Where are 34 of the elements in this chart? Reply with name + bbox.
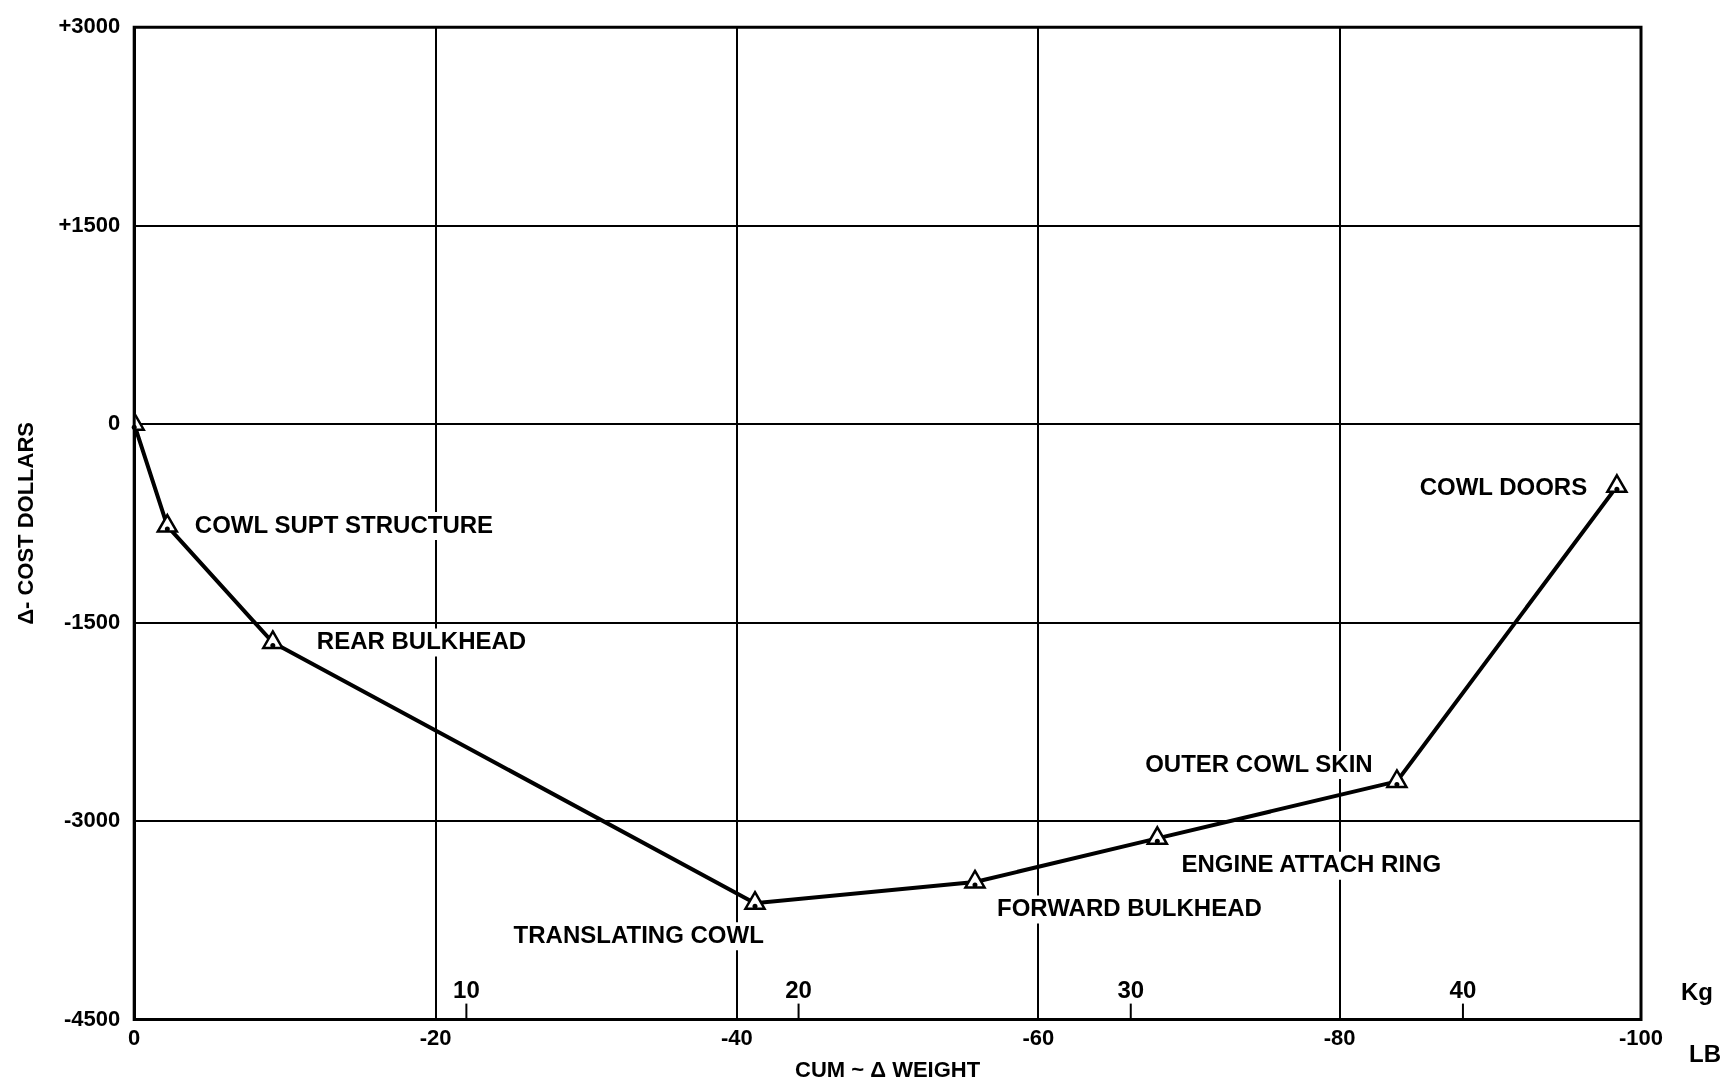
x2-axis-title: Kg <box>1681 978 1713 1006</box>
x-tick-label: -20 <box>419 1024 452 1050</box>
annotation: OUTER COWL SKIN <box>1145 749 1373 777</box>
point <box>1146 826 1169 846</box>
annotation: COWL SUPT STRUCTURE <box>194 510 494 538</box>
y-tick-label: -1500 <box>63 608 121 634</box>
text: LB <box>1689 1040 1721 1068</box>
x2-tick-label: 30 <box>1117 976 1145 1004</box>
annotation: REAR BULKHEAD <box>316 627 527 655</box>
x2-tick-label: 40 <box>1449 976 1477 1004</box>
y-tick-label: -4500 <box>63 1005 121 1031</box>
y-tick-label: -3000 <box>63 807 121 833</box>
annotation: ENGINE ATTACH RING <box>1181 850 1442 878</box>
annotation: FORWARD BULKHEAD <box>996 894 1262 922</box>
x-tick-label: -60 <box>1022 1024 1055 1050</box>
point <box>262 630 284 650</box>
y-tick-label: +3000 <box>58 13 121 39</box>
x-tick-label: -80 <box>1323 1024 1356 1050</box>
x-tick-label: -40 <box>721 1024 753 1050</box>
point <box>964 869 986 889</box>
point <box>1386 769 1408 789</box>
y-tick-label: +1500 <box>58 211 121 237</box>
x-tick-label: 0 <box>128 1024 141 1050</box>
point <box>744 890 766 910</box>
x-axis-title: CUM ~ Δ WEIGHT <box>795 1056 981 1082</box>
x2-tick-label: 20 <box>785 976 812 1004</box>
y-tick-label: 0 <box>107 410 121 436</box>
y-axis-title: Δ- COST DOLLARS <box>13 421 39 625</box>
annotation: COWL DOORS <box>1419 473 1588 501</box>
x2-tick-label: 10 <box>453 976 480 1004</box>
annotation: TRANSLATING COWL <box>513 920 764 948</box>
point <box>156 513 179 533</box>
x-tick-label: -100 <box>1618 1024 1664 1050</box>
point <box>1606 474 1628 494</box>
